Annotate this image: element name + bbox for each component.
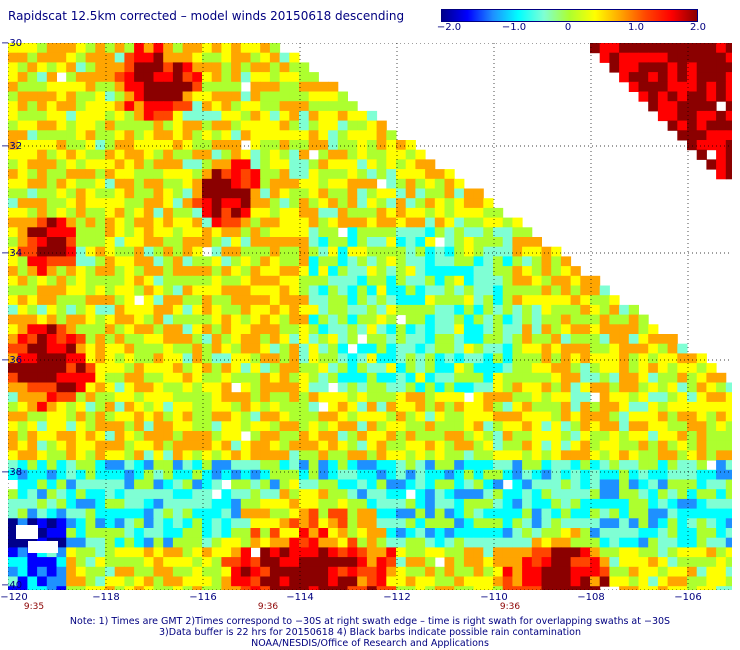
lat-label: −40 [1,580,23,591]
note-line-1: Note: 1) Times are GMT 2)Times correspon… [69,616,671,627]
colorbar-label: 1.0 [628,22,644,33]
colorbar [441,9,698,22]
time-label: 9:36 [257,602,279,612]
lon-label: −116 [189,592,217,603]
colorbar-label: 2.0 [690,22,706,33]
lon-label: −120 [0,592,28,603]
time-label: 9:35 [23,602,45,612]
lon-label: −108 [577,592,605,603]
wind-difference-cells [8,43,732,590]
lon-label: −112 [383,592,411,603]
lon-label: −114 [286,592,314,603]
lat-label: −36 [1,355,23,366]
lat-label: −38 [1,467,23,478]
lon-label: −118 [92,592,120,603]
lat-label: −32 [1,141,23,152]
data-gap [28,541,58,553]
colorbar-label: −1.0 [501,22,527,33]
lon-label: −110 [480,592,508,603]
wind-difference-map [8,43,732,590]
note-line-3: NOAA/NESDIS/Office of Research and Appli… [251,638,489,649]
colorbar-label: 0 [564,22,572,33]
colorbar-label: −2.0 [436,22,462,33]
map-title: Rapidscat 12.5km corrected – model winds… [8,9,405,23]
lat-label: −34 [1,248,23,259]
data-gap [16,525,38,539]
graticule [8,43,732,590]
lat-label: −30 [1,38,23,49]
lon-label: −106 [674,592,702,603]
time-label: 9:36 [499,602,521,612]
note-line-2: 3)Data buffer is 22 hrs for 20150618 4) … [159,627,581,638]
